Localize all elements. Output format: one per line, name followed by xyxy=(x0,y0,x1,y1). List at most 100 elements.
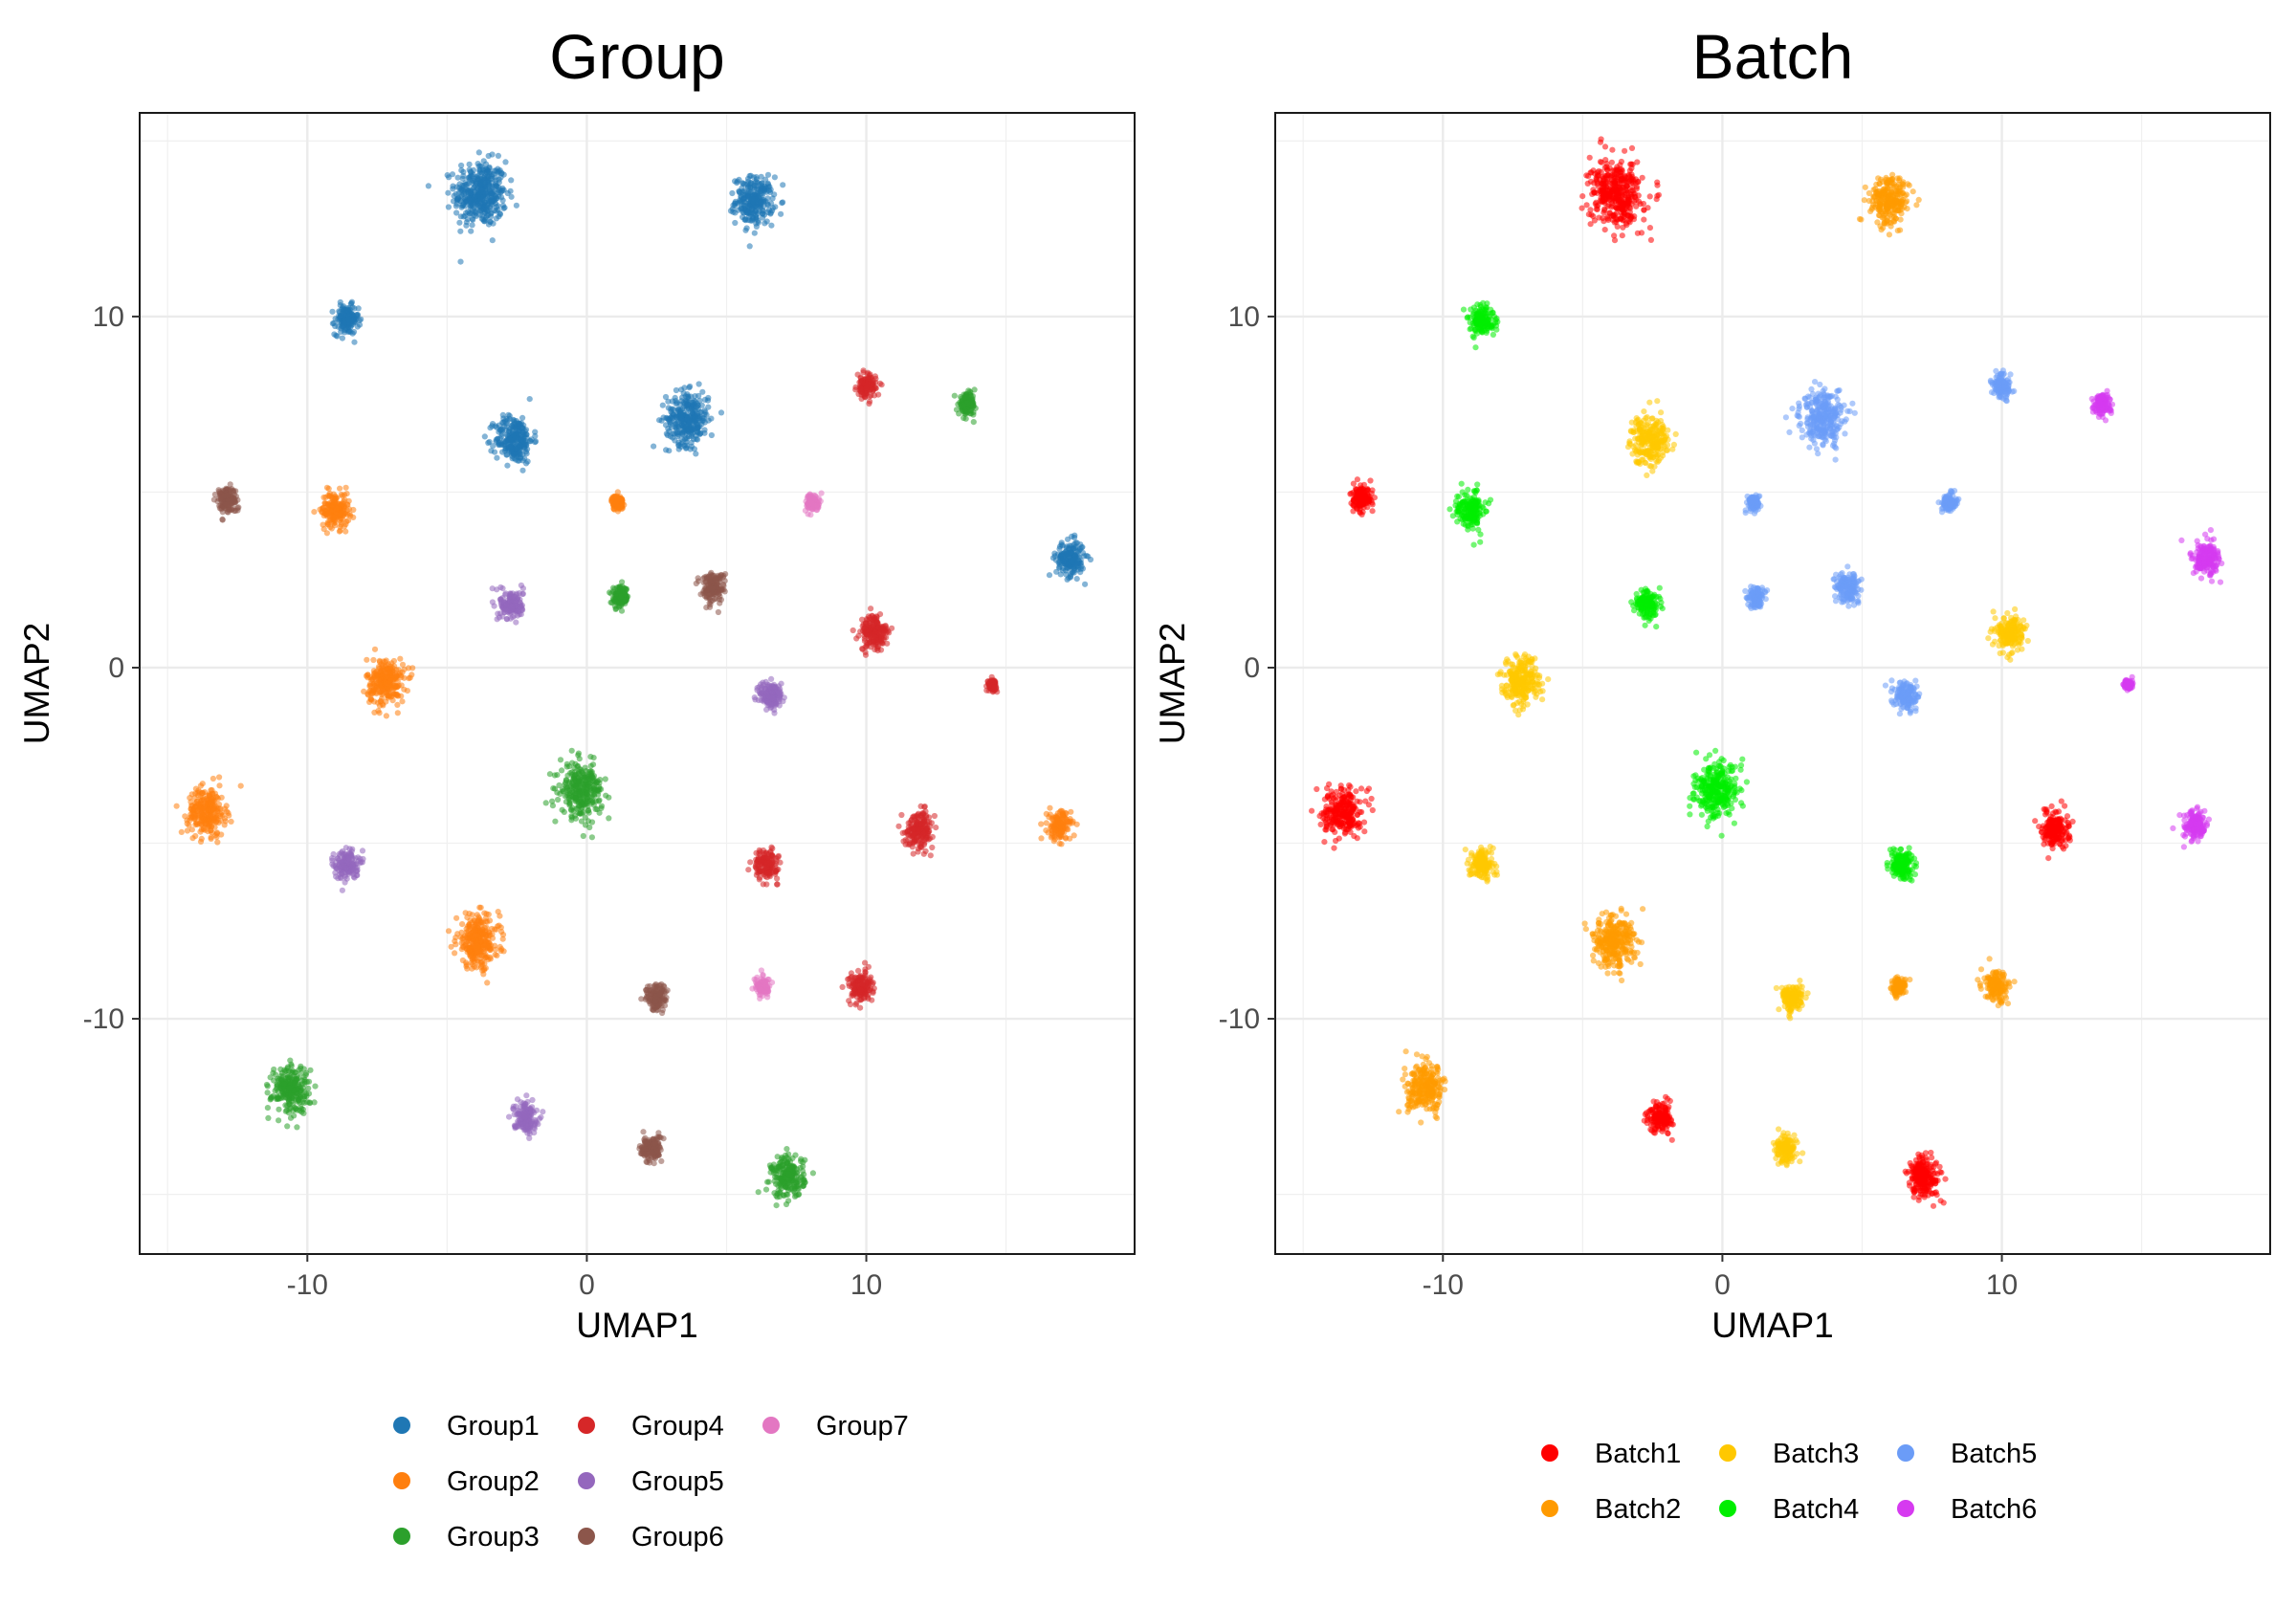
data-point xyxy=(498,194,505,201)
data-point xyxy=(589,761,597,768)
data-point xyxy=(489,599,496,605)
data-point xyxy=(793,1170,801,1177)
data-point xyxy=(747,180,755,187)
data-point xyxy=(334,333,341,340)
data-point xyxy=(493,167,499,174)
data-point xyxy=(350,514,357,521)
data-point xyxy=(348,298,355,305)
data-point xyxy=(337,485,343,492)
data-point xyxy=(621,584,628,592)
data-point xyxy=(1043,827,1049,834)
data-point xyxy=(922,848,929,855)
data-point xyxy=(470,955,476,961)
data-point xyxy=(614,503,621,511)
data-point xyxy=(588,793,595,801)
data-point xyxy=(197,838,205,846)
data-point xyxy=(513,619,519,626)
data-point xyxy=(378,661,385,668)
data-point xyxy=(597,777,604,783)
data-point xyxy=(499,585,506,592)
data-point xyxy=(501,418,509,425)
data-point xyxy=(173,803,180,809)
data-point xyxy=(590,755,597,761)
data-point xyxy=(349,318,356,324)
data-point xyxy=(456,181,463,187)
data-point xyxy=(760,208,766,214)
data-point xyxy=(284,1123,291,1130)
data-point xyxy=(760,881,766,888)
data-point xyxy=(572,760,579,767)
data-point xyxy=(875,391,882,398)
data-point xyxy=(575,752,582,759)
data-point xyxy=(671,407,677,413)
data-point xyxy=(501,205,508,211)
data-point xyxy=(488,448,495,454)
data-point xyxy=(970,403,977,409)
data-point xyxy=(684,428,691,434)
data-point xyxy=(929,833,936,841)
data-point xyxy=(586,783,593,790)
data-point xyxy=(753,174,760,181)
data-point xyxy=(701,396,709,403)
data-point xyxy=(388,660,395,667)
data-point xyxy=(603,792,609,799)
data-point xyxy=(356,321,364,328)
data-point xyxy=(854,371,861,378)
data-point xyxy=(510,421,517,429)
data-point xyxy=(914,819,920,826)
data-point xyxy=(468,172,475,179)
data-point xyxy=(578,818,585,825)
data-point xyxy=(898,811,905,819)
data-point xyxy=(350,328,358,336)
data-point xyxy=(493,177,499,184)
data-point xyxy=(342,528,349,535)
data-point xyxy=(320,521,326,528)
data-point xyxy=(222,818,229,825)
data-point xyxy=(874,619,881,626)
data-point xyxy=(665,426,672,432)
data-point xyxy=(298,1069,304,1076)
data-point xyxy=(1050,833,1058,840)
data-point xyxy=(516,420,522,427)
data-point xyxy=(809,1170,817,1177)
data-point xyxy=(276,1106,282,1112)
data-point xyxy=(425,183,431,189)
data-point xyxy=(1046,572,1053,579)
data-point xyxy=(499,936,506,942)
data-point xyxy=(486,204,494,210)
data-point xyxy=(589,775,596,781)
data-point xyxy=(504,189,511,197)
data-point xyxy=(472,926,478,933)
data-point xyxy=(213,830,220,837)
data-point xyxy=(618,593,625,600)
data-point xyxy=(303,1092,310,1100)
data-point xyxy=(497,174,504,181)
data-point xyxy=(237,782,244,789)
data-point xyxy=(485,197,492,204)
data-point xyxy=(686,419,694,426)
data-point xyxy=(742,227,749,233)
data-point xyxy=(1060,557,1067,564)
data-point xyxy=(612,599,619,605)
data-point xyxy=(764,202,772,209)
data-point xyxy=(899,829,906,837)
data-point xyxy=(1038,835,1045,842)
data-point xyxy=(307,1067,314,1073)
data-point xyxy=(767,848,774,855)
data-point xyxy=(683,444,690,451)
data-point xyxy=(695,392,702,399)
data-point xyxy=(469,215,475,222)
data-point xyxy=(288,1092,295,1099)
data-point xyxy=(208,827,214,834)
data-point xyxy=(339,335,345,341)
data-point xyxy=(494,454,500,461)
data-point xyxy=(764,1178,771,1185)
data-point xyxy=(853,635,860,642)
data-point xyxy=(467,934,474,941)
data-point xyxy=(651,443,657,450)
data-point xyxy=(585,798,592,805)
data-point xyxy=(929,844,936,851)
data-point xyxy=(917,844,924,850)
data-point xyxy=(298,1077,305,1084)
data-point xyxy=(454,195,462,202)
